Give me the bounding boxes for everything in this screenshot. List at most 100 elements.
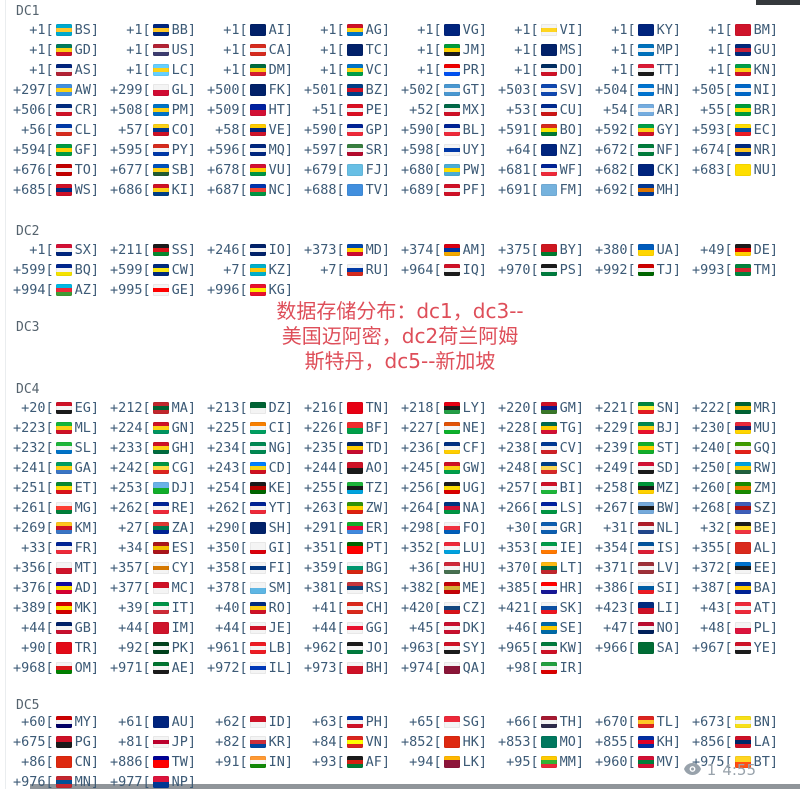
flag-pl-icon bbox=[734, 622, 751, 634]
country-code-label: NA] bbox=[462, 500, 487, 516]
dial-code-entry: +36[HU] bbox=[409, 560, 489, 576]
dial-code-entry: +688[TV] bbox=[304, 182, 392, 198]
country-code-label: LA] bbox=[753, 734, 778, 750]
dial-code-entry: +355[AL] bbox=[692, 540, 780, 556]
flag-za-icon bbox=[152, 522, 169, 534]
country-code-label: MV] bbox=[656, 754, 681, 770]
dial-code-row: +251[ET] +253[DJ] +254[KE] +255[TZ] +256[UG]… bbox=[4, 478, 784, 498]
dial-code-number: +352[ bbox=[400, 540, 442, 556]
country-code-label: CK] bbox=[656, 162, 681, 178]
dial-code-number: +590[ bbox=[303, 122, 345, 138]
country-code-label: CF] bbox=[462, 440, 487, 456]
flag-bz-icon bbox=[346, 84, 363, 96]
country-code-label: LU] bbox=[462, 540, 487, 556]
dial-code-entry: +227[NE] bbox=[401, 420, 489, 436]
flag-sd-icon bbox=[637, 462, 654, 474]
flag-cy-icon bbox=[152, 562, 169, 574]
country-code-label: EC] bbox=[753, 122, 778, 138]
flag-ir-icon bbox=[540, 662, 557, 674]
dial-code-number: +266[ bbox=[497, 500, 539, 516]
dial-code-entry: +687[NC] bbox=[207, 182, 295, 198]
dial-code-entry: +504[HN] bbox=[595, 82, 683, 98]
flag-fk-icon bbox=[249, 84, 266, 96]
country-code-label: IN] bbox=[268, 754, 293, 770]
dial-code-number: +246[ bbox=[206, 242, 248, 258]
country-code-label: GT] bbox=[462, 82, 487, 98]
dial-code-entry: +44[JE] bbox=[215, 620, 295, 636]
country-code-label: BZ] bbox=[365, 82, 390, 98]
flag-ne-icon bbox=[443, 422, 460, 434]
dial-code-number: +508[ bbox=[109, 102, 151, 118]
country-code-label: GM] bbox=[559, 400, 584, 416]
dial-code-entry: +41[CH] bbox=[312, 600, 392, 616]
dial-code-entry: +386[SI] bbox=[595, 580, 683, 596]
dial-code-number: +257[ bbox=[497, 480, 539, 496]
dial-code-entry: +501[BZ] bbox=[304, 82, 392, 98]
flag-gu-icon bbox=[734, 44, 751, 56]
country-code-label: MQ] bbox=[268, 142, 293, 158]
flag-gt-icon bbox=[443, 84, 460, 96]
dial-code-number: +593[ bbox=[691, 122, 733, 138]
flag-sk-icon bbox=[540, 602, 557, 614]
dial-code-entry: +268[SZ] bbox=[692, 500, 780, 516]
flag-me-icon bbox=[443, 582, 460, 594]
flag-sz-icon bbox=[734, 502, 751, 514]
section-header-dc1: DC1 bbox=[16, 4, 40, 19]
dial-code-number: +374[ bbox=[400, 242, 442, 258]
dial-code-number: +44[ bbox=[21, 620, 54, 636]
country-code-label: FK] bbox=[268, 82, 293, 98]
dial-code-number: +229[ bbox=[594, 420, 636, 436]
dial-code-entry: +31[NL] bbox=[603, 520, 683, 536]
country-code-label: NP] bbox=[171, 774, 196, 790]
dial-code-number: +386[ bbox=[594, 580, 636, 596]
flag-af-icon bbox=[346, 756, 363, 768]
dial-code-entry: +45[DK] bbox=[409, 620, 489, 636]
country-code-label: TM] bbox=[753, 262, 778, 278]
country-code-label: LI] bbox=[656, 600, 681, 616]
dial-code-entry: +1[GU] bbox=[708, 42, 780, 58]
country-code-label: PL] bbox=[753, 620, 778, 636]
dial-code-number: +678[ bbox=[206, 162, 248, 178]
dial-code-entry: +93[AF] bbox=[312, 754, 392, 770]
dial-code-number: +7[ bbox=[223, 262, 248, 278]
flag-gn-icon bbox=[152, 422, 169, 434]
country-code-label: VG] bbox=[462, 22, 487, 38]
dial-code-number: +221[ bbox=[594, 400, 636, 416]
dial-code-number: +967[ bbox=[691, 640, 733, 656]
dial-code-number: +248[ bbox=[497, 460, 539, 476]
dial-code-number: +387[ bbox=[691, 580, 733, 596]
flag-ag-icon bbox=[346, 24, 363, 36]
dial-code-number: +216[ bbox=[303, 400, 345, 416]
flag-rs-icon bbox=[346, 582, 363, 594]
flag-fm-icon bbox=[540, 184, 557, 196]
dial-code-entry: +81[JP] bbox=[118, 734, 198, 750]
country-code-label: TJ] bbox=[656, 262, 681, 278]
country-code-label: KW] bbox=[559, 640, 584, 656]
dial-code-grid-dc4: +20[EG] +212[MA] +213[DZ] +216[TN] +218[LY] +… bbox=[4, 398, 784, 678]
flag-ge-icon bbox=[152, 284, 169, 296]
dial-code-number: +1[ bbox=[417, 22, 442, 38]
flag-cg-icon bbox=[152, 462, 169, 474]
flag-ro-icon bbox=[249, 602, 266, 614]
dial-code-number: +298[ bbox=[400, 520, 442, 536]
flag-ve-icon bbox=[249, 124, 266, 136]
country-code-label: PH] bbox=[365, 714, 390, 730]
dial-code-number: +7[ bbox=[320, 262, 345, 278]
dial-code-entry: +229[ BJ] bbox=[595, 420, 683, 436]
country-code-label: MM] bbox=[559, 754, 584, 770]
dial-code-number: +855[ bbox=[594, 734, 636, 750]
dial-code-entry: +375[BY] bbox=[498, 242, 586, 258]
flag-mx-icon bbox=[443, 104, 460, 116]
country-code-label: BJ] bbox=[656, 420, 681, 436]
dial-code-entry: +1[GD] bbox=[29, 42, 101, 58]
dial-code-entry: +594[GF] bbox=[13, 142, 101, 158]
dial-code-entry: +40[RO] bbox=[215, 600, 295, 616]
flag-sx-icon bbox=[55, 244, 72, 256]
flag-sb-icon bbox=[152, 164, 169, 176]
flag-jo-icon bbox=[346, 642, 363, 654]
country-code-label: SV] bbox=[559, 82, 584, 98]
dial-code-number: +685[ bbox=[12, 182, 54, 198]
country-code-label: KH] bbox=[656, 734, 681, 750]
dial-code-entry: +351[PT] bbox=[304, 540, 392, 556]
dial-code-number: +93[ bbox=[312, 754, 345, 770]
